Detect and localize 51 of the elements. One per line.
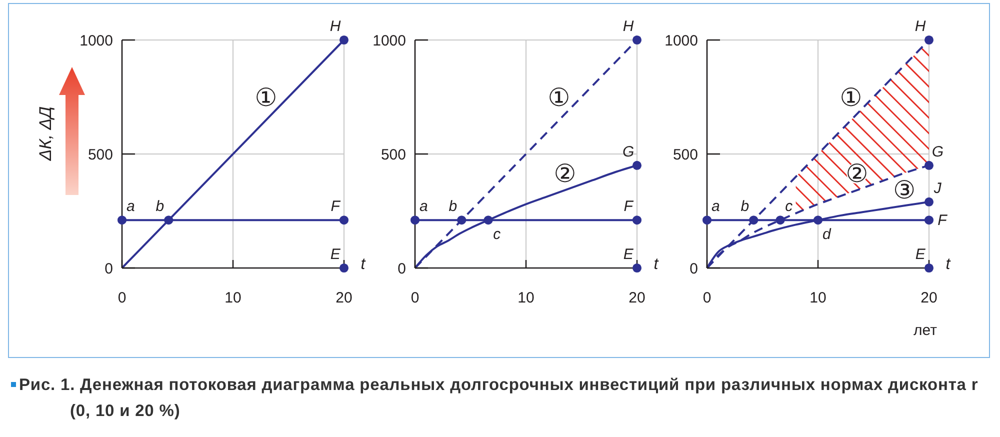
x-axis-title: t — [946, 256, 951, 272]
annotation: c — [785, 198, 794, 215]
annotation: c — [492, 226, 501, 243]
annotation: F — [623, 198, 634, 215]
annotation: a — [711, 198, 720, 215]
y-axis-title: ΔК, ΔД — [36, 106, 54, 162]
x-tick-label: 0 — [702, 290, 712, 307]
annotation: b — [156, 198, 164, 215]
x-tick-label: 20 — [628, 290, 645, 307]
annotation: E — [622, 246, 634, 262]
annotation: a — [418, 198, 428, 215]
y-tick-label: 0 — [690, 260, 698, 278]
annotation: H — [914, 18, 926, 34]
annotation: F — [938, 212, 948, 229]
x-tick-label: 20 — [336, 290, 352, 307]
annotation: G — [932, 142, 944, 160]
y-tick-label: 500 — [88, 146, 113, 164]
annotation: a — [126, 198, 135, 215]
x-tick-label: 0 — [410, 290, 419, 307]
series-label: ① — [840, 82, 862, 112]
x-tick-label: 10 — [224, 290, 242, 307]
y-tick-label: 500 — [672, 146, 698, 164]
text: лет — [914, 322, 938, 338]
y-tick-label: 500 — [380, 146, 406, 164]
annotation: E — [330, 246, 342, 262]
series-label: ③ — [893, 174, 916, 204]
annotation: H — [622, 18, 634, 34]
y-tick-label: 1000 — [664, 32, 698, 50]
y-tick-label: 1000 — [80, 32, 113, 50]
annotation: H — [330, 18, 341, 34]
series-label: ① — [547, 82, 570, 112]
annotation: F — [330, 198, 341, 215]
y-tick-label: 0 — [104, 260, 113, 278]
y-tick-label: 0 — [397, 260, 406, 278]
x-axis-title: t — [653, 256, 658, 272]
y-tick-label: 1000 — [372, 32, 406, 50]
series-label: ② — [846, 158, 868, 188]
x-tick-label: 20 — [920, 290, 938, 307]
annotation: J — [932, 179, 942, 196]
text: Рис. 1. Денежная потоковая диаграмма реальных долгосрочных инвестиций при различных нормах дисконта r (0, 10 и 20 %) — [19, 375, 980, 422]
x-axis-title: t — [360, 256, 366, 272]
annotation: b — [448, 198, 457, 215]
x-tick-label: 0 — [118, 290, 126, 307]
annotation: E — [915, 246, 926, 262]
annotation: d — [822, 226, 832, 243]
annotation: G — [622, 142, 634, 160]
series-label: ① — [254, 82, 278, 112]
x-tick-label: 10 — [517, 290, 534, 307]
annotation: b — [740, 198, 750, 215]
x-tick-label: 10 — [810, 290, 826, 307]
series-label: ② — [553, 158, 576, 188]
